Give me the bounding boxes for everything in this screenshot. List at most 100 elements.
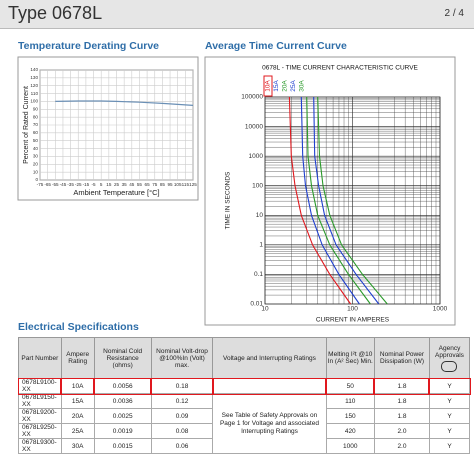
y-tick-label: 110 (31, 91, 39, 96)
table-cell: 420 (325, 423, 375, 439)
y-tick-label: 90 (33, 107, 39, 112)
series-line (288, 96, 352, 305)
column-header: Agency Approvals (428, 337, 471, 379)
y-tick-label: 1 (259, 242, 263, 249)
x-tick-label: 45 (129, 182, 135, 187)
table-cell: 0.0056 (93, 377, 153, 395)
column-header: Part Number (18, 337, 62, 379)
x-tick-label: 65 (145, 182, 151, 187)
column-header: Voltage and Interrupting Ratings (212, 337, 327, 379)
x-tick-label: 35 (122, 182, 128, 187)
title: Type 0678L (8, 3, 103, 23)
section-title: Average Time Current Curve (205, 40, 347, 52)
y-tick-label: 0 (35, 177, 38, 182)
legend-label: 10A (265, 80, 272, 92)
y-tick-label: 50 (33, 138, 39, 143)
x-tick-label: 115 (182, 182, 190, 187)
y-axis-label: Percent of Rated Current (23, 86, 30, 164)
table-cell: 0678L9200-XX (18, 408, 62, 424)
table-row: 0678L9100-XX 10A 0.0056 0.18 50 1.8 Y (17, 377, 471, 395)
highlight-box (263, 75, 273, 97)
y-tick-label: 10 (33, 169, 39, 174)
y-tick-label: 0.1 (254, 271, 263, 278)
column-header: Ampere Rating (60, 337, 95, 379)
table-cell: 10A (60, 377, 96, 395)
table-cell: Y (428, 408, 471, 424)
series-line (300, 96, 360, 305)
table-cell: 2.0 (373, 438, 430, 454)
x-tick-label: 95 (167, 182, 173, 187)
x-tick-label: 105 (174, 182, 182, 187)
legend-label: 15A (273, 80, 280, 92)
x-tick-label: 100 (347, 306, 358, 313)
table-row: 0678L9200-XX 20A 0.0025 0.09 150 1.8 Y (18, 408, 471, 424)
x-tick-label: -25 (75, 182, 82, 187)
table-cell: 0.18 (150, 377, 214, 395)
series-line (55, 100, 194, 106)
y-tick-label: 10000 (245, 123, 263, 130)
y-tick-label: 0.01 (250, 301, 263, 308)
table-cell: 15A (60, 393, 95, 409)
y-tick-label: 20 (33, 162, 39, 167)
column-header: Nominal Power Dissipation (W) (373, 337, 430, 379)
table-cell: 25A (60, 423, 95, 439)
table-cell: Y (428, 393, 471, 409)
table-cell: 0678L9150-XX (18, 393, 62, 409)
table-cell: 1.8 (373, 393, 430, 409)
table-cell: Y (428, 377, 471, 395)
table-cell: 0678L9300-XX (18, 438, 62, 454)
table-cell: 50 (325, 377, 376, 395)
table-cell: 20A (60, 408, 95, 424)
table-cell: 150 (325, 408, 375, 424)
y-tick-label: 60 (33, 130, 39, 135)
table-row: 0678L9300-XX 30A 0.0015 0.06 1000 2.0 Y (18, 438, 471, 454)
legend-label: 30A (299, 80, 306, 92)
x-axis-label: Ambient Temperature [°C] (73, 188, 159, 197)
chart-title: 0678L - TIME CURRENT CHARACTERISTIC CURV… (262, 65, 418, 72)
section-title: Temperature Derating Curve (18, 40, 160, 52)
y-tick-label: 30 (33, 154, 39, 159)
x-tick-label: 1000 (433, 306, 448, 313)
table-cell: 0.0025 (93, 408, 152, 424)
table-row: 0678L9250-XX 25A 0.0019 0.08 420 2.0 Y (18, 423, 471, 439)
x-tick-label: 125 (189, 182, 197, 187)
table-cell: 1.8 (373, 408, 430, 424)
ul-icon (441, 360, 458, 372)
series-line (313, 96, 380, 305)
x-tick-label: 15 (106, 182, 112, 187)
x-tick-label: 85 (160, 182, 166, 187)
series-line (317, 96, 388, 305)
x-tick-label: -5 (92, 182, 97, 187)
x-tick-label: -55 (52, 182, 59, 187)
x-tick-label: 75 (152, 182, 158, 187)
legend-label: 25A (290, 80, 297, 92)
y-tick-label: 100000 (241, 94, 263, 101)
y-tick-label: 100 (252, 182, 263, 189)
y-tick-label: 70 (33, 122, 39, 127)
table-cell: Y (428, 438, 471, 454)
page-number: 2 / 4 (444, 8, 464, 19)
table-cell: 0678L9250-XX (18, 423, 62, 439)
spec-table: Part Number Ampere Rating Nominal Cold Res… (17, 337, 471, 454)
x-tick-label: 10 (261, 306, 269, 313)
x-tick-label: -15 (83, 182, 90, 187)
x-tick-label: -45 (60, 182, 67, 187)
table-cell: 1.8 (373, 377, 431, 395)
column-header: Melting I²t @10 In (A² Sec) Min. (325, 337, 375, 379)
table-cell: 0.09 (150, 408, 214, 424)
y-tick-label: 1000 (249, 153, 264, 160)
y-tick-label: 130 (30, 75, 38, 80)
y-tick-label: 80 (33, 114, 39, 119)
note-cell: See Table of Safety Approvals on Page 1 … (212, 393, 327, 454)
x-tick-label: -35 (67, 182, 74, 187)
table-cell: 0.0036 (93, 393, 152, 409)
y-tick-label: 10 (256, 212, 264, 219)
table-cell: 0.0019 (93, 423, 152, 439)
table-cell: 2.0 (373, 423, 430, 439)
table-row: 0678L9150-XX 15A 0.0036 0.12 See Table of Sa… (18, 393, 471, 454)
empty-cell (211, 377, 328, 395)
legend-label: 20A (282, 80, 289, 92)
x-tick-label: 5 (100, 182, 103, 187)
